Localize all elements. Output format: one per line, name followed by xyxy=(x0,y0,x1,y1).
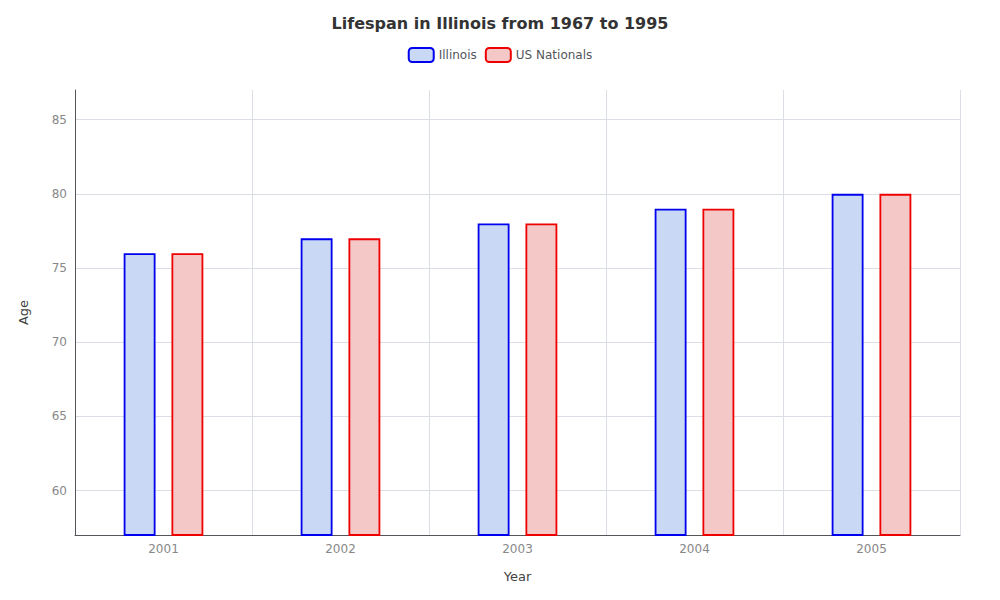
svg-text:US Nationals: US Nationals xyxy=(516,48,592,62)
svg-text:2002: 2002 xyxy=(325,542,356,556)
svg-text:Age: Age xyxy=(16,300,31,325)
svg-text:70: 70 xyxy=(52,335,67,349)
svg-text:Year: Year xyxy=(503,569,532,584)
svg-text:75: 75 xyxy=(52,261,67,275)
svg-text:Lifespan in Illinois from 1967: Lifespan in Illinois from 1967 to 1995 xyxy=(332,14,669,33)
svg-text:65: 65 xyxy=(52,409,67,423)
svg-text:Illinois: Illinois xyxy=(439,48,477,62)
svg-text:2003: 2003 xyxy=(502,542,533,556)
svg-text:2001: 2001 xyxy=(148,542,179,556)
svg-text:2004: 2004 xyxy=(679,542,710,556)
svg-text:85: 85 xyxy=(52,113,67,127)
svg-text:60: 60 xyxy=(52,484,67,498)
svg-text:2005: 2005 xyxy=(856,542,887,556)
svg-text:80: 80 xyxy=(52,187,67,201)
